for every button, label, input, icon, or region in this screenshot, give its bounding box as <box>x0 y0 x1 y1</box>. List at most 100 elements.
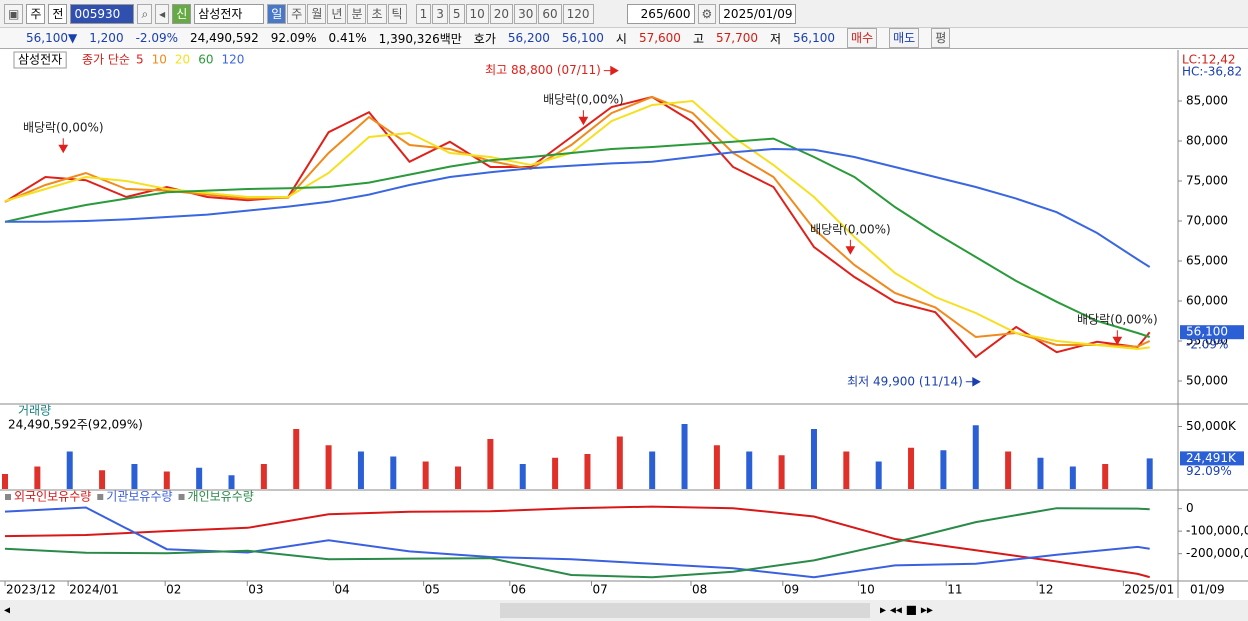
last-label: 24,491K <box>1186 451 1237 465</box>
credit-badge: 신 <box>172 3 192 24</box>
prev-select[interactable]: 전 <box>48 3 68 24</box>
interval-button[interactable]: 10 <box>465 3 489 24</box>
legend-item: 5 <box>136 53 144 67</box>
sound-button[interactable]: ◂ <box>155 3 170 24</box>
period-button[interactable]: 주 <box>287 3 307 24</box>
x-end-label: 01/09 <box>1190 583 1225 597</box>
volume-bar <box>455 466 462 489</box>
annotation-arrow <box>58 138 69 154</box>
play-controls[interactable]: ▸ ◂◂ ■ ▸▸ <box>880 603 933 617</box>
series-line <box>4 95 1151 348</box>
volume-bar <box>875 461 882 489</box>
volume-bar <box>34 466 41 489</box>
code-input[interactable]: 005930 <box>70 3 135 24</box>
x-tick-label: 08 <box>692 583 707 597</box>
open-label: 시 <box>615 31 627 46</box>
volume-bar <box>293 429 300 489</box>
interval-button[interactable]: 1 <box>415 3 432 24</box>
price: 56,100▼ <box>26 31 78 45</box>
series-line <box>4 99 1150 351</box>
period-button[interactable]: 틱 <box>387 3 407 24</box>
turnover: 0.41% <box>328 31 367 45</box>
volume-bar <box>487 439 494 489</box>
vol-ratio: 92.09% <box>270 31 317 45</box>
market-select[interactable]: 주 <box>26 3 46 24</box>
volume-bar <box>422 461 429 489</box>
volume-bar <box>649 451 656 489</box>
volume-bar <box>908 447 915 489</box>
amount: 1,390,326백만 <box>378 31 462 46</box>
y-tick-label: -100,000,0 <box>1186 524 1248 538</box>
volume-bar <box>1102 464 1109 489</box>
annotation-arrow <box>603 65 619 76</box>
interval-button[interactable]: 3 <box>432 3 448 24</box>
date-input[interactable]: 2025/01/09 <box>719 3 797 24</box>
series-line <box>4 506 1150 579</box>
volume-bar <box>616 436 623 489</box>
volume-bar <box>552 457 559 489</box>
volume-bar <box>519 464 526 489</box>
interval-button[interactable]: 5 <box>448 3 465 24</box>
y-tick-label: -200,000,0 <box>1186 546 1248 560</box>
y-tick-label: 75,000 <box>1186 174 1228 188</box>
x-tick-label: 05 <box>425 583 440 597</box>
volume-bar <box>390 456 397 489</box>
high: 57,700 <box>715 31 758 45</box>
scroll-thumb[interactable] <box>500 603 870 618</box>
sell-button[interactable]: 매도 <box>889 28 920 48</box>
legend-marker <box>178 494 185 500</box>
volume-bar <box>778 455 785 489</box>
buy-button[interactable]: 매수 <box>847 28 878 48</box>
series-line <box>4 507 1150 579</box>
menu-icon[interactable]: ▣ <box>4 3 24 24</box>
interval-button[interactable]: 20 <box>489 3 514 24</box>
panel-subtitle: 24,490,592주(92,09%) <box>8 418 143 432</box>
volume-bar <box>1005 451 1012 489</box>
interval-button[interactable]: 120 <box>562 3 594 24</box>
period-button[interactable]: 분 <box>347 3 367 24</box>
eval-button[interactable]: 평 <box>931 28 951 48</box>
info-bar: 56,100▼ 1,200 -2.09% 24,490,592 92.09% 0… <box>0 28 1248 49</box>
volume-bar <box>1146 458 1153 489</box>
legend-item: 20 <box>175 53 190 67</box>
interval-group: 1 3 5 10 20 30 60 120 <box>415 3 594 24</box>
interval-button[interactable]: 60 <box>538 3 562 24</box>
change: 1,200 <box>89 31 124 45</box>
annotation: 배당락(0,00%) <box>1077 313 1158 327</box>
volume-bar <box>163 471 170 489</box>
tool-button[interactable]: ⚙ <box>697 3 717 24</box>
volume-bar <box>940 450 947 489</box>
series-line <box>4 505 1150 579</box>
volume-bar <box>66 451 73 489</box>
open: 57,600 <box>638 31 681 45</box>
panel-title: 삼성전자 <box>18 53 62 67</box>
x-tick-label: 2023/12 <box>6 583 56 597</box>
last-tag <box>1180 325 1244 340</box>
period-button[interactable]: 일 <box>267 3 287 24</box>
hc-label: HC:-36,82 <box>1182 65 1242 79</box>
search-button[interactable]: ⌕ <box>137 3 153 24</box>
series-line <box>4 95 1151 359</box>
volume-bar <box>713 445 720 489</box>
series-line <box>5 147 1151 268</box>
legend-item: 기관보유수량 <box>106 490 172 504</box>
title-box <box>13 51 67 69</box>
period-button[interactable]: 월 <box>307 3 327 24</box>
period-button[interactable]: 초 <box>367 3 387 24</box>
low: 56,100 <box>793 31 836 45</box>
volume-bar <box>131 464 138 489</box>
volume-bar <box>325 445 332 489</box>
x-tick-label: 2024/01 <box>69 583 119 597</box>
volume-bar <box>843 451 850 489</box>
scroll-left[interactable]: ◂ <box>4 603 10 617</box>
volume-bar <box>99 470 106 489</box>
period-button[interactable]: 년 <box>327 3 347 24</box>
x-tick-label: 11 <box>947 583 962 597</box>
volume-bar <box>681 424 688 489</box>
volume-bar <box>357 451 364 489</box>
count-input[interactable]: 265/600 <box>626 3 695 24</box>
rate: -2.09% <box>135 31 179 45</box>
interval-button[interactable]: 30 <box>514 3 538 24</box>
low-label: 저 <box>769 31 782 46</box>
